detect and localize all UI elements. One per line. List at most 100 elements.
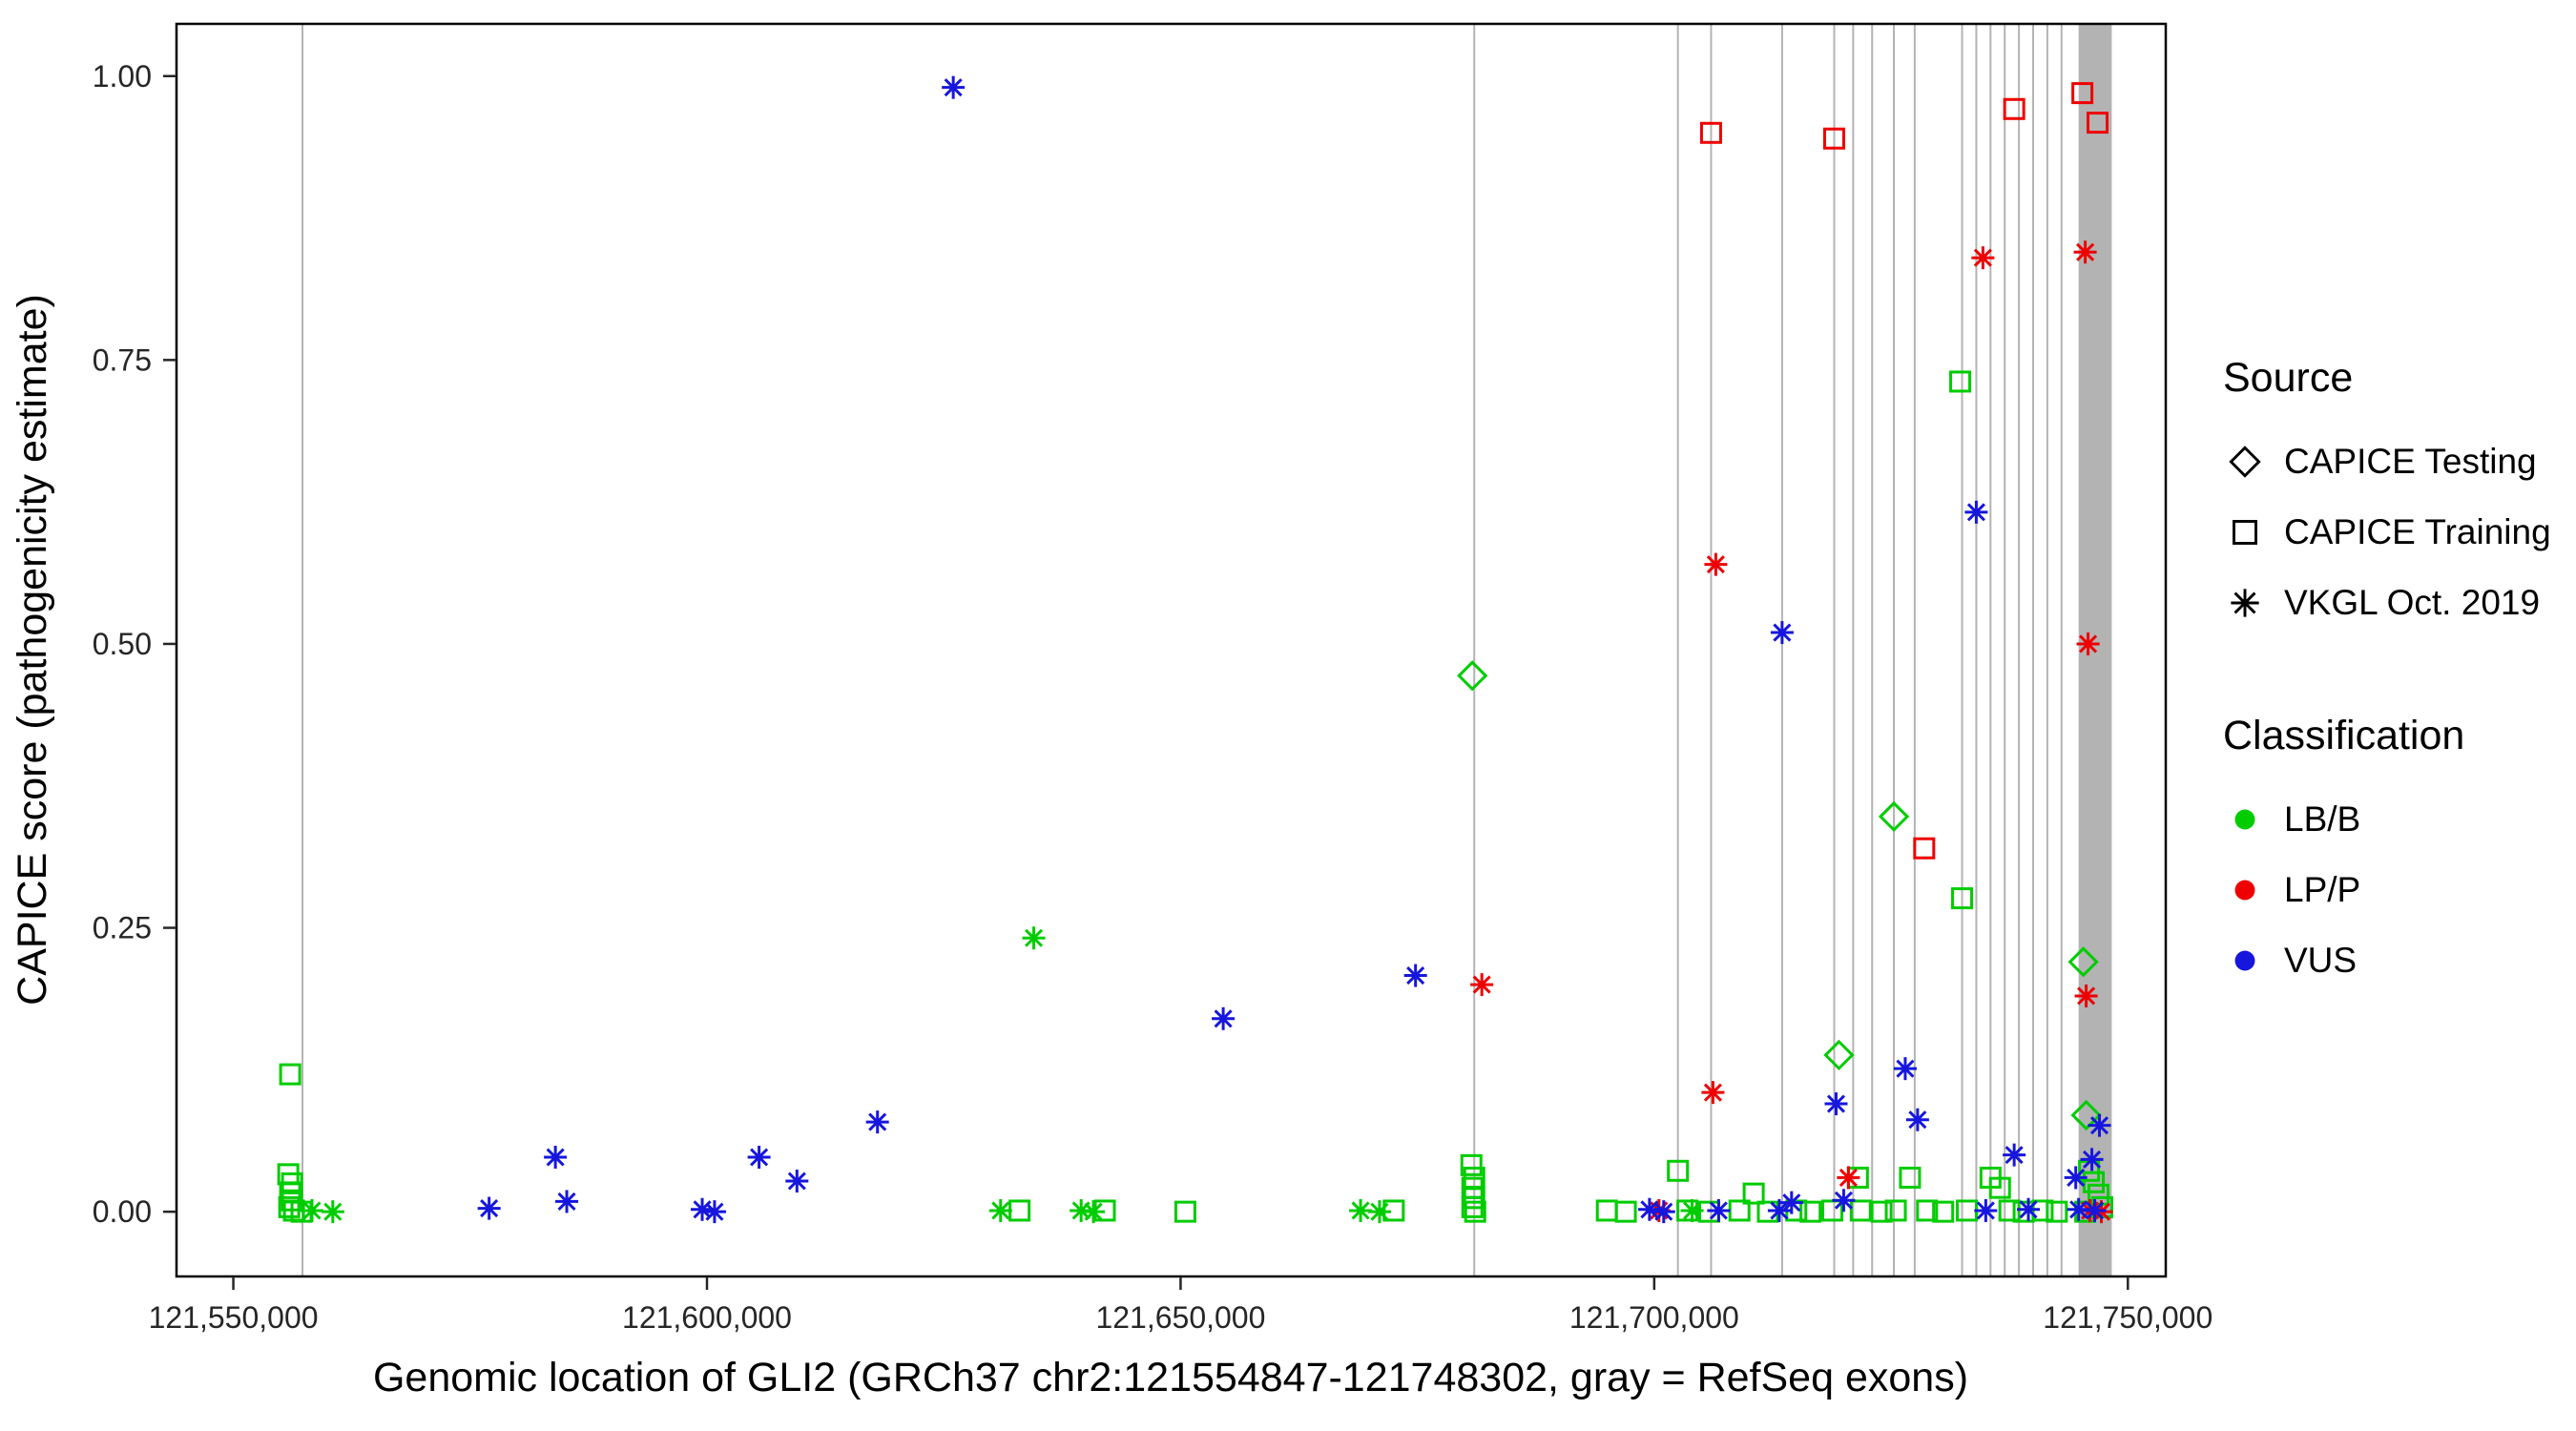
data-point: [1461, 1195, 1484, 1218]
data-point: [2003, 1143, 2026, 1167]
data-points: [277, 75, 2113, 1224]
data-point: [555, 1190, 579, 1213]
data-point: [1964, 500, 1988, 524]
data-point: [1457, 660, 1488, 692]
legend-item-capice-testing: CAPICE Testing: [2223, 426, 2551, 497]
data-point: [1974, 1198, 1998, 1222]
data-point: [1470, 973, 1494, 997]
data-point: [1008, 1199, 1031, 1222]
data-point: [2083, 1171, 2106, 1193]
data-point: [1460, 1153, 1483, 1176]
green-dot-icon: [2234, 809, 2255, 830]
data-point: [1905, 1108, 1929, 1131]
data-point: [1878, 800, 1910, 833]
data-point: [1832, 1189, 1856, 1213]
legend-item-vkgl: VKGL Oct. 2019: [2223, 568, 2551, 638]
data-point: [279, 1063, 301, 1086]
data-point: [747, 1146, 771, 1170]
data-point: [2070, 1099, 2102, 1131]
data-point: [1022, 926, 1046, 950]
data-point: [988, 1198, 1012, 1222]
legend-classification: Classification LB/B LP/P VUS: [2223, 713, 2551, 996]
diamond-icon: [2229, 446, 2261, 478]
data-point: [1956, 1199, 1978, 1222]
legend-item-label: CAPICE Testing: [2284, 442, 2537, 481]
data-point: [1742, 1182, 1765, 1205]
data-point: [1932, 1200, 1955, 1223]
data-point: [1893, 1057, 1917, 1081]
data-point: [1082, 1200, 1106, 1224]
data-point: [2076, 632, 2100, 655]
red-dot-icon: [2234, 880, 2255, 901]
data-point: [1799, 1200, 1822, 1223]
data-point: [1849, 1199, 1872, 1222]
legend-classification-title: Classification: [2223, 713, 2465, 758]
data-point: [1870, 1200, 1893, 1223]
data-point: [477, 1196, 501, 1220]
data-point: [1913, 837, 1936, 860]
data-point: [2046, 1200, 2068, 1223]
x-tick-label: 121,600,000: [622, 1300, 792, 1335]
legend-item-capice-training: CAPICE Training: [2223, 497, 2551, 568]
data-point: [2067, 1197, 2090, 1221]
y-tick-label: 0.50: [93, 627, 152, 661]
legend-item-label: LB/B: [2284, 799, 2361, 839]
refseq-exons: [301, 24, 2112, 1276]
x-tick-label: 121,750,000: [2043, 1300, 2212, 1335]
panel-border: [175, 22, 2168, 1278]
legend: Source CAPICE Testing CAPICE Training: [2223, 355, 2551, 996]
data-point: [1680, 1198, 1704, 1222]
legend-source: Source CAPICE Testing CAPICE Training: [2223, 355, 2551, 638]
data-point: [1971, 246, 1995, 270]
data-point: [1916, 1199, 1939, 1222]
data-point: [1704, 552, 1728, 576]
x-tick-label: 121,650,000: [1095, 1300, 1265, 1335]
data-point: [1595, 1199, 1618, 1222]
legend-item-label: LP/P: [2284, 870, 2361, 909]
data-point: [1212, 1006, 1236, 1030]
blue-dot-icon: [2234, 950, 2255, 971]
data-point: [2003, 97, 2025, 120]
data-point: [321, 1200, 344, 1224]
data-point: [1949, 370, 1972, 393]
data-point: [2071, 82, 2094, 105]
y-tick-label: 0.25: [93, 911, 152, 945]
data-point: [2087, 112, 2109, 135]
data-point: [1770, 621, 1794, 645]
legend-item-label: CAPICE Training: [2284, 512, 2551, 551]
y-axis-label: CAPICE score (pathogenicity estimate): [10, 294, 55, 1006]
legend-item-label: VKGL Oct. 2019: [2284, 583, 2541, 622]
data-point: [1667, 1159, 1690, 1182]
data-point: [1951, 887, 1974, 910]
data-point: [2080, 1148, 2104, 1172]
legend-item-vus: VUS: [2223, 925, 2551, 996]
data-point: [1614, 1200, 1637, 1223]
data-point: [1823, 1039, 1855, 1070]
legend-item-lpp: LP/P: [2223, 855, 2551, 925]
legend-item-lbb: LB/B: [2223, 784, 2551, 855]
data-point: [2074, 984, 2098, 1007]
y-tick-label: 1.00: [93, 59, 152, 93]
data-point: [2073, 240, 2097, 264]
x-tick-label: 121,550,000: [149, 1300, 319, 1335]
data-point: [2067, 946, 2099, 978]
data-point: [1174, 1200, 1196, 1223]
data-point: [1988, 1176, 2011, 1199]
square-icon: [2233, 520, 2257, 545]
data-point: [300, 1198, 323, 1222]
data-point: [278, 1195, 301, 1218]
data-point: [1707, 1198, 1731, 1222]
legend-item-label: VUS: [2284, 941, 2358, 980]
data-point: [785, 1170, 809, 1193]
data-point: [1767, 1198, 1791, 1222]
data-point: [702, 1200, 726, 1224]
data-point: [544, 1146, 568, 1170]
y-tick-label: 0.75: [93, 342, 152, 377]
x-tick-label: 121,700,000: [1569, 1300, 1739, 1335]
data-point: [2017, 1197, 2041, 1221]
data-point: [2083, 1198, 2107, 1222]
data-point: [942, 75, 966, 99]
data-point: [1884, 1199, 1907, 1222]
data-point: [1998, 1199, 2021, 1222]
